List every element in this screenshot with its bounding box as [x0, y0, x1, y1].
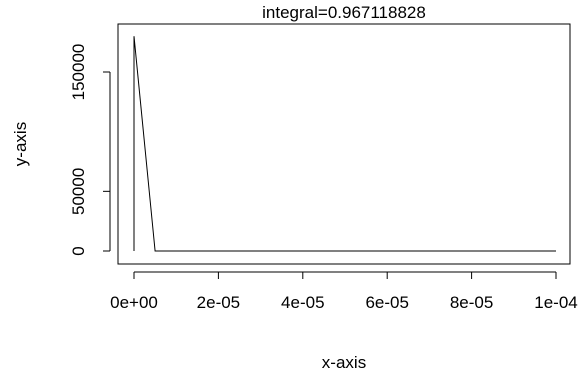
- x-axis: 0e+00 2e-05 4e-05 6e-05 8e-05 1e-04: [110, 271, 578, 312]
- x-tick-label: 0e+00: [110, 293, 158, 312]
- series-line: [133, 36, 556, 252]
- y-tick-label: 50000: [69, 168, 88, 215]
- y-tick-label: 150000: [69, 44, 88, 101]
- x-tick-label: 4e-05: [281, 293, 324, 312]
- y-axis-label: y-axis: [11, 122, 30, 166]
- y-axis: 0 50000 150000: [69, 44, 111, 256]
- chart-title: integral=0.967118828: [262, 3, 426, 22]
- x-axis-label: x-axis: [322, 353, 366, 372]
- x-tick-label: 2e-05: [197, 293, 240, 312]
- x-tick-label: 6e-05: [365, 293, 408, 312]
- x-tick-label: 8e-05: [450, 293, 493, 312]
- x-tick-label: 1e-04: [534, 293, 577, 312]
- y-tick-label: 0: [69, 246, 88, 255]
- series-layer: [133, 36, 556, 252]
- plot-box: [117, 23, 571, 265]
